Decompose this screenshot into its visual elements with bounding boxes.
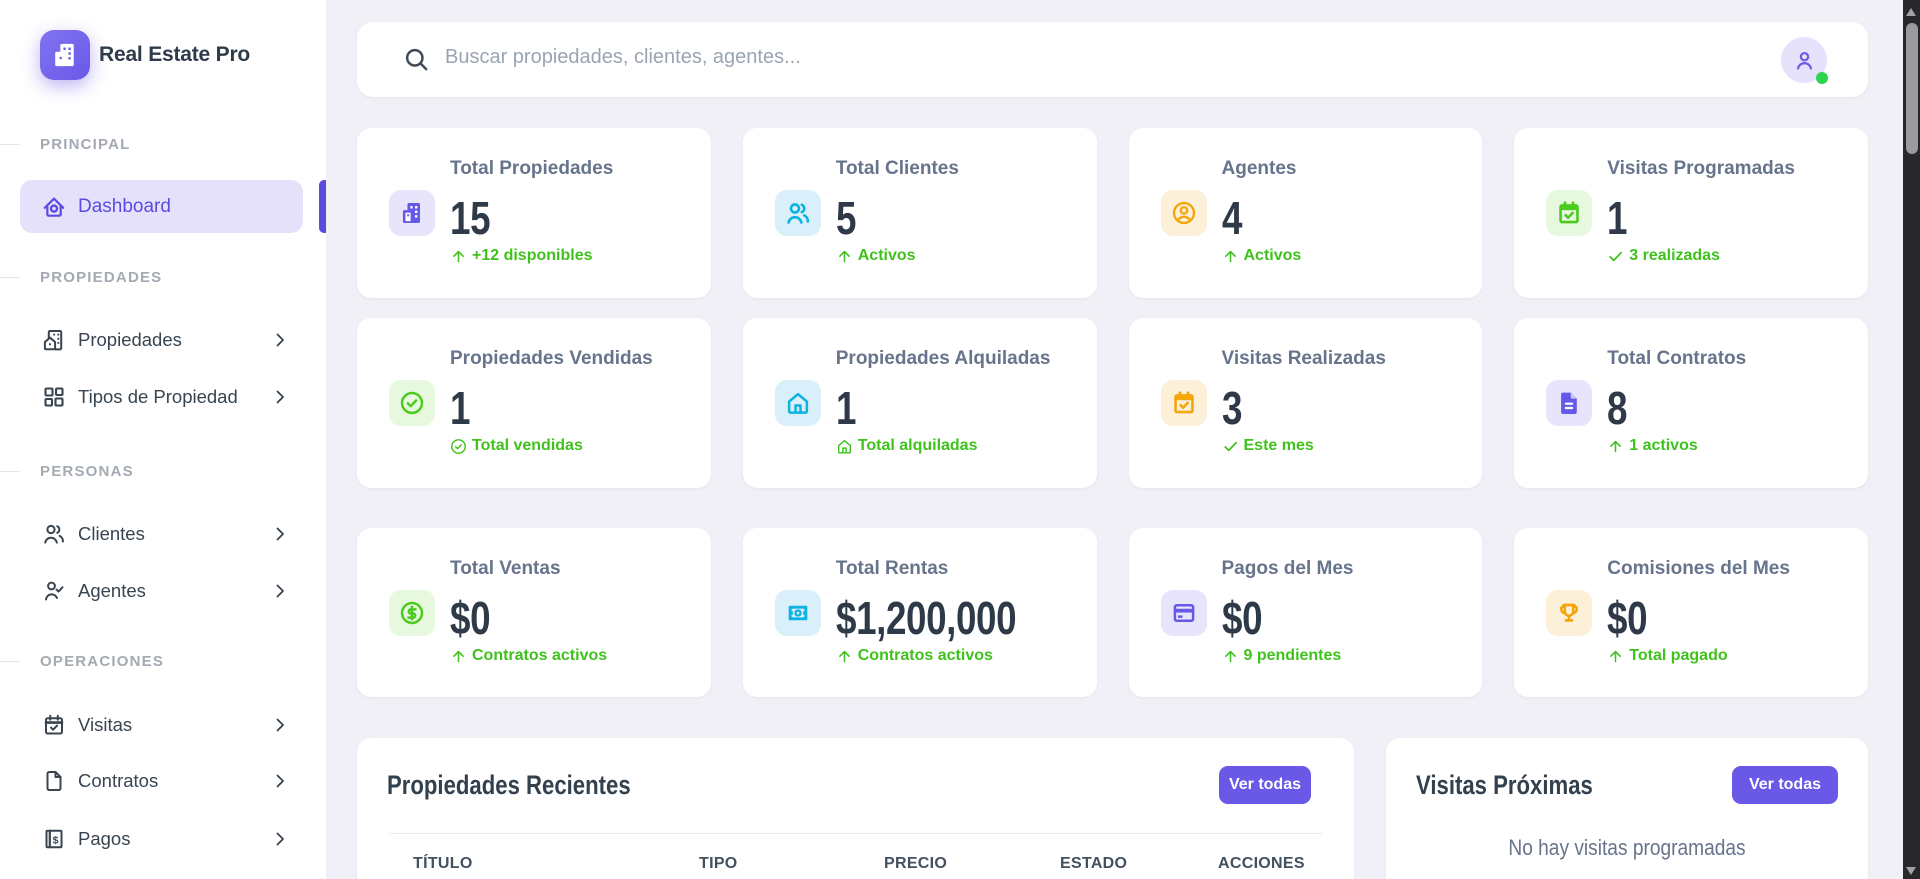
svg-text:$: $ [53,834,59,846]
